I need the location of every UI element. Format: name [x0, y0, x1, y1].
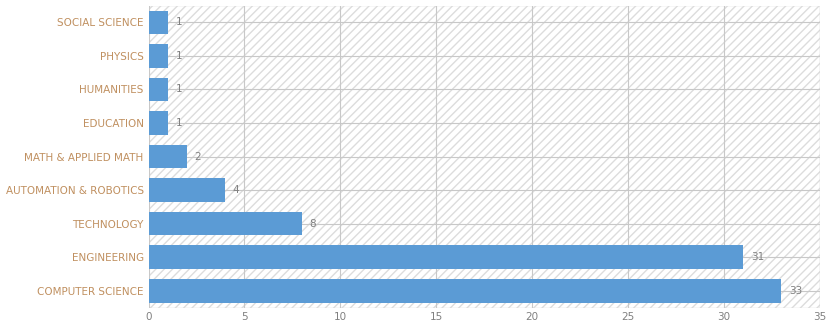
- Text: 1: 1: [176, 118, 182, 128]
- Text: 1: 1: [176, 84, 182, 94]
- Text: 31: 31: [750, 252, 764, 262]
- Bar: [149, 178, 225, 202]
- Bar: [149, 279, 781, 302]
- Text: 33: 33: [789, 286, 802, 296]
- Bar: [149, 111, 168, 135]
- Bar: [149, 245, 743, 269]
- Text: 2: 2: [195, 152, 201, 162]
- Text: 4: 4: [233, 185, 240, 195]
- Bar: [149, 212, 302, 236]
- Text: 8: 8: [310, 219, 316, 229]
- Bar: [149, 78, 168, 101]
- Bar: [149, 145, 187, 168]
- Bar: [149, 44, 168, 68]
- Text: 1: 1: [176, 17, 182, 27]
- Bar: [149, 10, 168, 34]
- Text: 1: 1: [176, 51, 182, 61]
